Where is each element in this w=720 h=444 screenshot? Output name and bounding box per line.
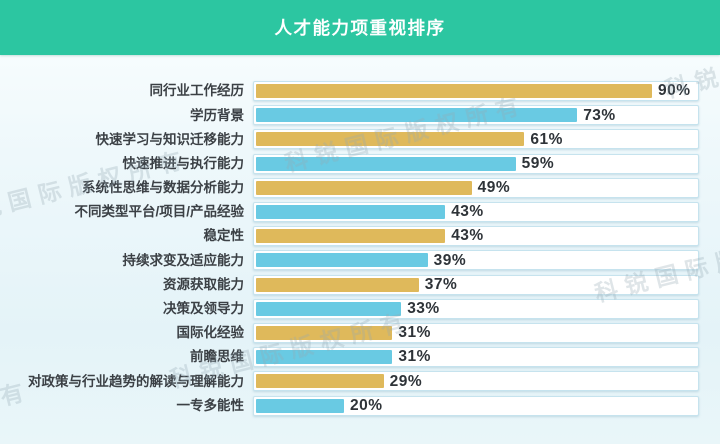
chart-row: 对政策与行业趋势的解读与理解能力 29% xyxy=(0,369,720,393)
bar-segment xyxy=(256,374,384,389)
bar-track: 37% xyxy=(253,274,699,295)
chart-row: 决策及领导力 33% xyxy=(0,297,720,321)
bar-track: 20% xyxy=(253,395,699,416)
bar-segment xyxy=(256,253,428,268)
bar-segment xyxy=(256,205,446,220)
category-label: 学历背景 xyxy=(190,107,244,123)
chart-row: 资源获取能力 37% xyxy=(0,273,720,297)
category-label: 资源获取能力 xyxy=(163,276,244,292)
value-label: 49% xyxy=(477,179,511,197)
category-label: 对政策与行业趋势的解读与理解能力 xyxy=(28,373,244,389)
value-label: 61% xyxy=(530,130,563,148)
value-label: 90% xyxy=(658,82,691,100)
bar-segment xyxy=(256,350,393,365)
bar-segment xyxy=(256,156,516,171)
value-label: 20% xyxy=(350,396,383,414)
bar-rows: 同行业工作经历 90% 学历背景 73% 快速学习与知识迁移能力 61% 快速推进与执行能力… xyxy=(0,79,720,418)
value-label: 33% xyxy=(407,300,440,318)
value-label: 59% xyxy=(521,154,555,172)
chart-row: 一专多能性 20% xyxy=(0,393,720,417)
bar-track: 73% xyxy=(253,105,699,126)
bar-segment xyxy=(256,301,402,316)
chart-row: 稳定性 43% xyxy=(0,224,720,248)
value-label: 37% xyxy=(424,275,458,293)
bar-segment xyxy=(256,132,525,147)
category-label: 不同类型平台/项目/产品经验 xyxy=(74,204,244,220)
chart-row: 快速学习与知识迁移能力 61% xyxy=(0,127,720,151)
chart-header: 人才能力项重视排序 xyxy=(0,0,720,55)
value-label: 31% xyxy=(398,324,431,342)
chart-row: 持续求变及适应能力 39% xyxy=(0,248,720,272)
chart-row: 快速推进与执行能力 59% xyxy=(0,152,720,176)
chart-title: 人才能力项重视排序 xyxy=(274,18,446,38)
category-label: 系统性思维与数据分析能力 xyxy=(82,180,244,196)
category-label: 稳定性 xyxy=(203,228,245,244)
bar-segment xyxy=(256,84,652,99)
value-label: 43% xyxy=(451,227,484,245)
value-label: 43% xyxy=(451,203,484,221)
bar-segment xyxy=(256,277,419,292)
bar-track: 39% xyxy=(253,250,699,271)
category-label: 快速推进与执行能力 xyxy=(122,155,245,171)
chart-row: 系统性思维与数据分析能力 49% xyxy=(0,176,720,200)
bar-track: 43% xyxy=(253,202,699,223)
bar-segment xyxy=(256,398,344,413)
category-label: 同行业工作经历 xyxy=(149,83,245,99)
bar-segment xyxy=(256,325,393,340)
category-label: 快速学习与知识迁移能力 xyxy=(95,131,245,147)
bar-track: 31% xyxy=(253,322,699,343)
category-label: 一专多能性 xyxy=(176,397,245,413)
bar-track: 61% xyxy=(253,129,699,150)
value-label: 29% xyxy=(389,372,423,390)
category-label: 决策及领导力 xyxy=(163,301,244,317)
chart-row: 不同类型平台/项目/产品经验 43% xyxy=(0,200,720,224)
value-label: 73% xyxy=(583,106,616,124)
bar-track: 31% xyxy=(253,347,699,368)
chart-row: 前瞻思维 31% xyxy=(0,345,720,369)
category-label: 国际化经验 xyxy=(176,325,245,341)
bar-track: 29% xyxy=(253,371,699,392)
category-label: 持续求变及适应能力 xyxy=(122,252,245,268)
chart-row: 国际化经验 31% xyxy=(0,321,720,345)
value-label: 39% xyxy=(433,251,467,269)
value-label: 31% xyxy=(398,348,431,366)
bar-track: 33% xyxy=(253,298,699,319)
chart-row: 学历背景 73% xyxy=(0,103,720,127)
bar-chart: 同行业工作经历 90% 学历背景 73% 快速学习与知识迁移能力 61% 快速推进与执行能力… xyxy=(0,55,720,418)
bar-segment xyxy=(256,229,446,244)
bar-track: 43% xyxy=(253,226,699,247)
bar-segment xyxy=(256,180,472,195)
bar-track: 59% xyxy=(253,153,699,174)
bar-track: 49% xyxy=(253,177,699,198)
bar-track: 90% xyxy=(253,81,699,102)
category-label: 前瞻思维 xyxy=(190,349,244,365)
chart-row: 同行业工作经历 90% xyxy=(0,79,720,103)
bar-segment xyxy=(256,108,578,123)
